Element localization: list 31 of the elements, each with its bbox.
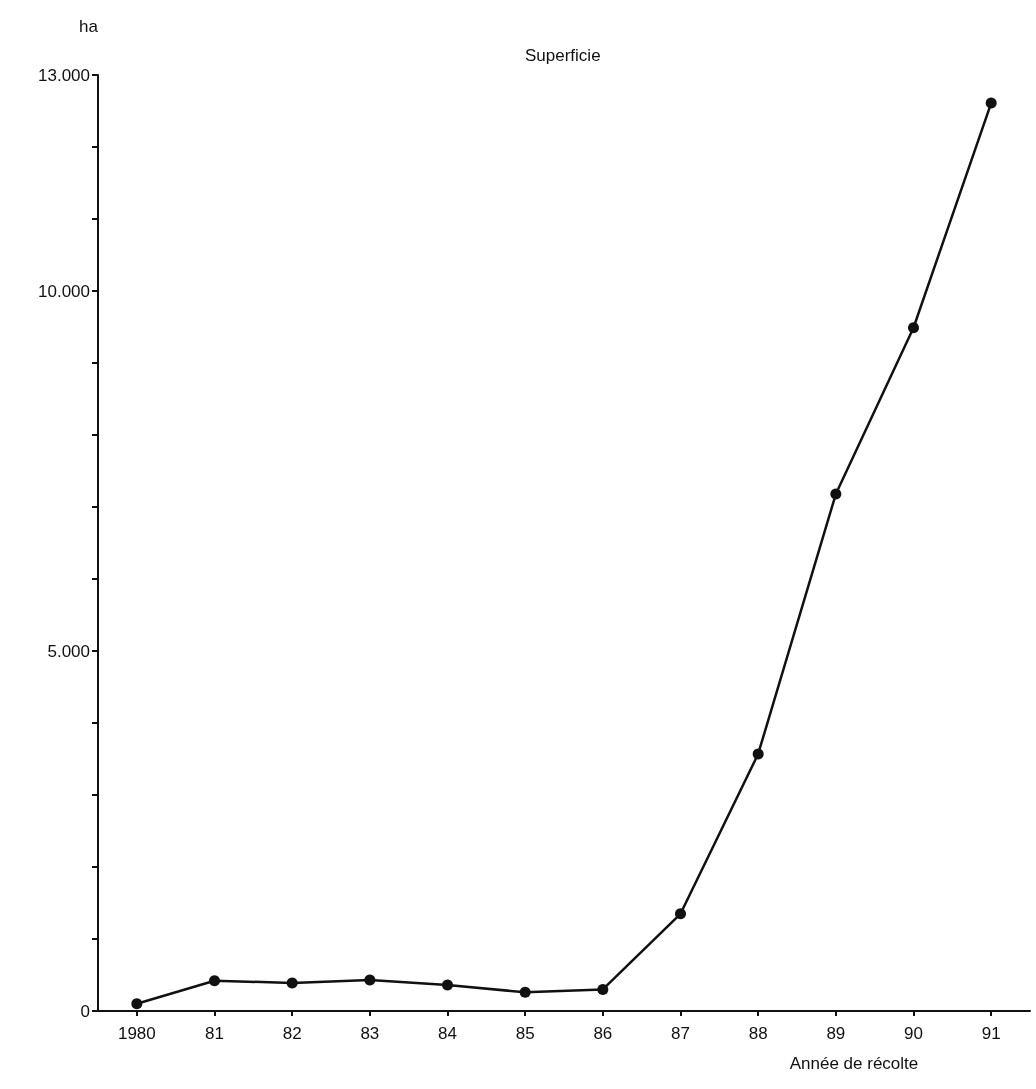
point — [675, 908, 686, 920]
x-tick-label: 86 — [593, 1024, 613, 1043]
x-axis-title: Année de récolte — [789, 1054, 919, 1073]
point — [985, 97, 997, 109]
y-axis-title: ha — [79, 17, 99, 36]
x-tick-label: 84 — [438, 1024, 457, 1043]
point — [442, 979, 453, 991]
y-tick-label: 10.000 — [38, 281, 90, 301]
point — [519, 986, 531, 998]
y-tick-label: 5.000 — [47, 641, 90, 661]
point — [752, 748, 764, 760]
y-tick-label: 0 — [80, 1001, 90, 1021]
point — [209, 975, 220, 987]
point — [597, 983, 609, 995]
x-tick-label: 90 — [904, 1024, 923, 1043]
x-tick-label: 1980 — [117, 1024, 156, 1043]
x-tick-label: 89 — [826, 1024, 846, 1043]
y-tick-label: 13.000 — [38, 65, 90, 85]
x-tick-label: 87 — [671, 1024, 690, 1043]
x-tick-label: 88 — [748, 1024, 768, 1043]
x-tick-label: 91 — [981, 1024, 1001, 1043]
x-tick-label: 81 — [205, 1024, 224, 1043]
chart-title: Superficie — [525, 46, 601, 65]
x-tick-label: 82 — [282, 1024, 302, 1043]
point — [830, 488, 842, 500]
point — [286, 977, 298, 989]
point — [131, 998, 143, 1010]
point — [908, 322, 919, 334]
x-tick-label: 85 — [515, 1024, 535, 1043]
point — [364, 974, 376, 986]
x-tick-label: 83 — [360, 1024, 380, 1043]
